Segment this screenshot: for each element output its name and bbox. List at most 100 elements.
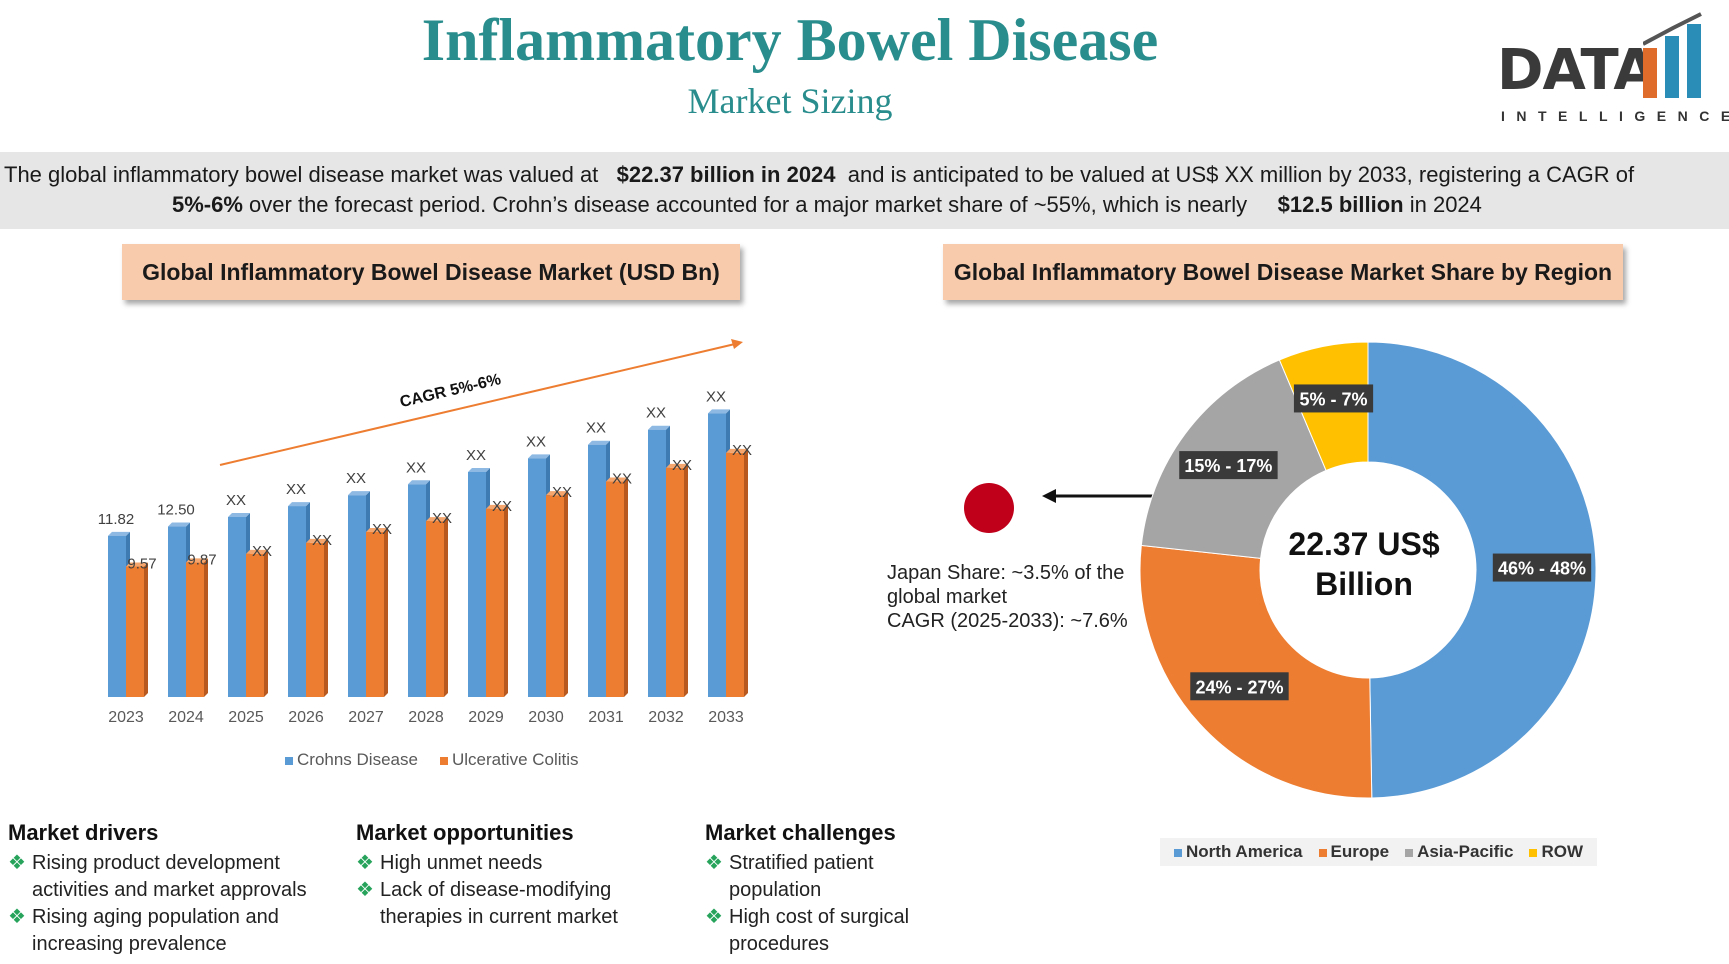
bar-crohns	[348, 495, 366, 697]
donut-center-unit: Billion	[1315, 566, 1413, 602]
market-drivers: Market drivers ❖ Rising product developme…	[8, 820, 348, 958]
diamond-bullet-icon: ❖	[8, 852, 26, 874]
bar-ulcerative-colitis	[546, 495, 564, 697]
bar-top	[108, 531, 130, 536]
summary-highlight-crohns: $12.5 billion	[1277, 192, 1404, 217]
bar-side	[324, 538, 328, 697]
list-item-text: Rising aging population and increasing p…	[32, 906, 279, 955]
bar-legend: Crohns Disease Ulcerative Colitis	[285, 750, 579, 770]
cagr-annotation: CAGR 5%-6%	[398, 371, 502, 411]
bar-ulcerative-colitis	[726, 452, 744, 697]
x-tick-label: 2030	[528, 709, 564, 726]
page-subtitle: Market Sizing	[687, 81, 893, 121]
legend-swatch	[1318, 848, 1327, 857]
x-tick-label: 2025	[228, 709, 264, 726]
bar-top	[606, 477, 628, 482]
opportunities-title: Market opportunities	[356, 820, 574, 845]
legend-crohns: Crohns Disease	[285, 750, 418, 770]
right-panel-heading: Global Inflammatory Bowel Disease Market…	[943, 244, 1623, 300]
bar-top	[486, 504, 508, 509]
summary-text: The global inflammatory bowel disease ma…	[4, 162, 599, 187]
legend-swatch	[1174, 848, 1182, 857]
donut-chart: 46% - 48% 24% - 27% 15% - 17% 5% - 7% 22.37 …	[1139, 341, 1597, 799]
japan-arrow-icon	[1042, 489, 1168, 503]
legend-swatch	[1529, 848, 1538, 857]
donut-data-label: 5% - 7%	[1300, 389, 1368, 409]
x-tick-label: 2024	[168, 709, 204, 726]
bar-top	[366, 528, 388, 532]
diamond-bullet-icon: ❖	[8, 906, 26, 928]
list-item: ❖ Rising aging population and increasing …	[8, 904, 348, 958]
bar-crohns	[408, 484, 426, 697]
japan-note: Japan Share: ~3.5% of the global market …	[887, 561, 1147, 633]
bar-top	[666, 463, 688, 468]
bar-data-label: XX	[286, 481, 306, 498]
bar-side	[144, 562, 148, 697]
bar-crohns	[288, 506, 306, 697]
x-tick-label: 2023	[108, 709, 144, 726]
bar-top	[588, 440, 610, 445]
bar-data-label: XX	[252, 543, 272, 560]
diamond-bullet-icon: ❖	[705, 906, 723, 928]
bar-crohns	[648, 429, 666, 697]
bar-side	[504, 504, 508, 697]
donut-center-value: 22.37 US$	[1288, 526, 1439, 562]
bar-top	[426, 517, 448, 522]
legend-europe: Europe	[1318, 842, 1390, 862]
bar-top	[708, 409, 730, 414]
logo: DATA INTELLIGENCE	[1495, 8, 1729, 128]
list-item: ❖ Stratified patient population	[705, 850, 945, 904]
bar-top	[648, 425, 670, 430]
cagr-arrow	[219, 343, 736, 466]
legend-label: Asia-Pacific	[1417, 842, 1514, 861]
bar-crohns	[108, 535, 126, 697]
japan-flag-icon	[964, 483, 1014, 533]
bar-side	[444, 517, 448, 697]
bar-data-label: XX	[406, 459, 426, 476]
bar-top	[348, 491, 370, 496]
legend-row: ROW	[1529, 842, 1583, 862]
legend-label: North America	[1186, 842, 1303, 861]
bar-top	[186, 558, 208, 563]
donut-label-box	[1492, 553, 1592, 582]
x-tick-label: 2031	[588, 709, 624, 726]
diamond-bullet-icon: ❖	[356, 852, 374, 874]
summary-text: and is anticipated to be valued at US$ X…	[847, 162, 1635, 187]
bar-ulcerative-colitis	[246, 553, 264, 697]
list-item-text: Stratified patient population	[729, 852, 874, 901]
bar-side	[744, 448, 748, 697]
japan-cagr: CAGR (2025-2033): ~7.6%	[887, 610, 1128, 632]
donut-label-box	[1190, 672, 1289, 701]
legend-label: Europe	[1330, 842, 1390, 861]
list-item-text: High unmet needs	[380, 852, 543, 874]
bar-top	[546, 491, 568, 496]
drivers-title: Market drivers	[8, 820, 159, 845]
x-tick-label: 2033	[708, 709, 744, 726]
legend-uc: Ulcerative Colitis	[439, 750, 579, 770]
list-item: ❖ Rising product development activities a…	[8, 850, 348, 904]
bar-data-label: XX	[526, 433, 546, 450]
cagr-arrowhead-icon	[731, 339, 743, 349]
bar-ulcerative-colitis	[606, 481, 624, 697]
market-challenges: Market challenges ❖ Stratified patient po…	[705, 820, 945, 958]
bar-top	[306, 538, 328, 543]
bar-top	[726, 448, 748, 453]
bar-side	[564, 491, 568, 697]
bar-top	[288, 502, 310, 507]
diamond-bullet-icon: ❖	[705, 852, 723, 874]
summary-text: in 2024	[1409, 192, 1482, 217]
x-tick-label: 2029	[468, 709, 504, 726]
bar-data-label: XX	[646, 405, 666, 422]
bar-ulcerative-colitis	[486, 508, 504, 697]
japan-share-cont: global market	[887, 586, 1008, 608]
bar-chart: CAGR 5%-6% 11.82 9.57 2023 12.50 9.87 2024 XX XX…	[98, 339, 752, 726]
list-item: ❖ High cost of surgical procedures	[705, 904, 945, 958]
bar-data-label: XX	[552, 484, 572, 501]
legend-swatch	[285, 756, 293, 765]
summary-highlight-cagr: 5%-6%	[172, 192, 243, 217]
bar-top	[126, 562, 148, 567]
legend-swatch	[1405, 848, 1414, 857]
bar-data-label: 11.82	[98, 511, 134, 528]
legend-swatch	[439, 756, 448, 765]
bar-side	[264, 549, 268, 697]
